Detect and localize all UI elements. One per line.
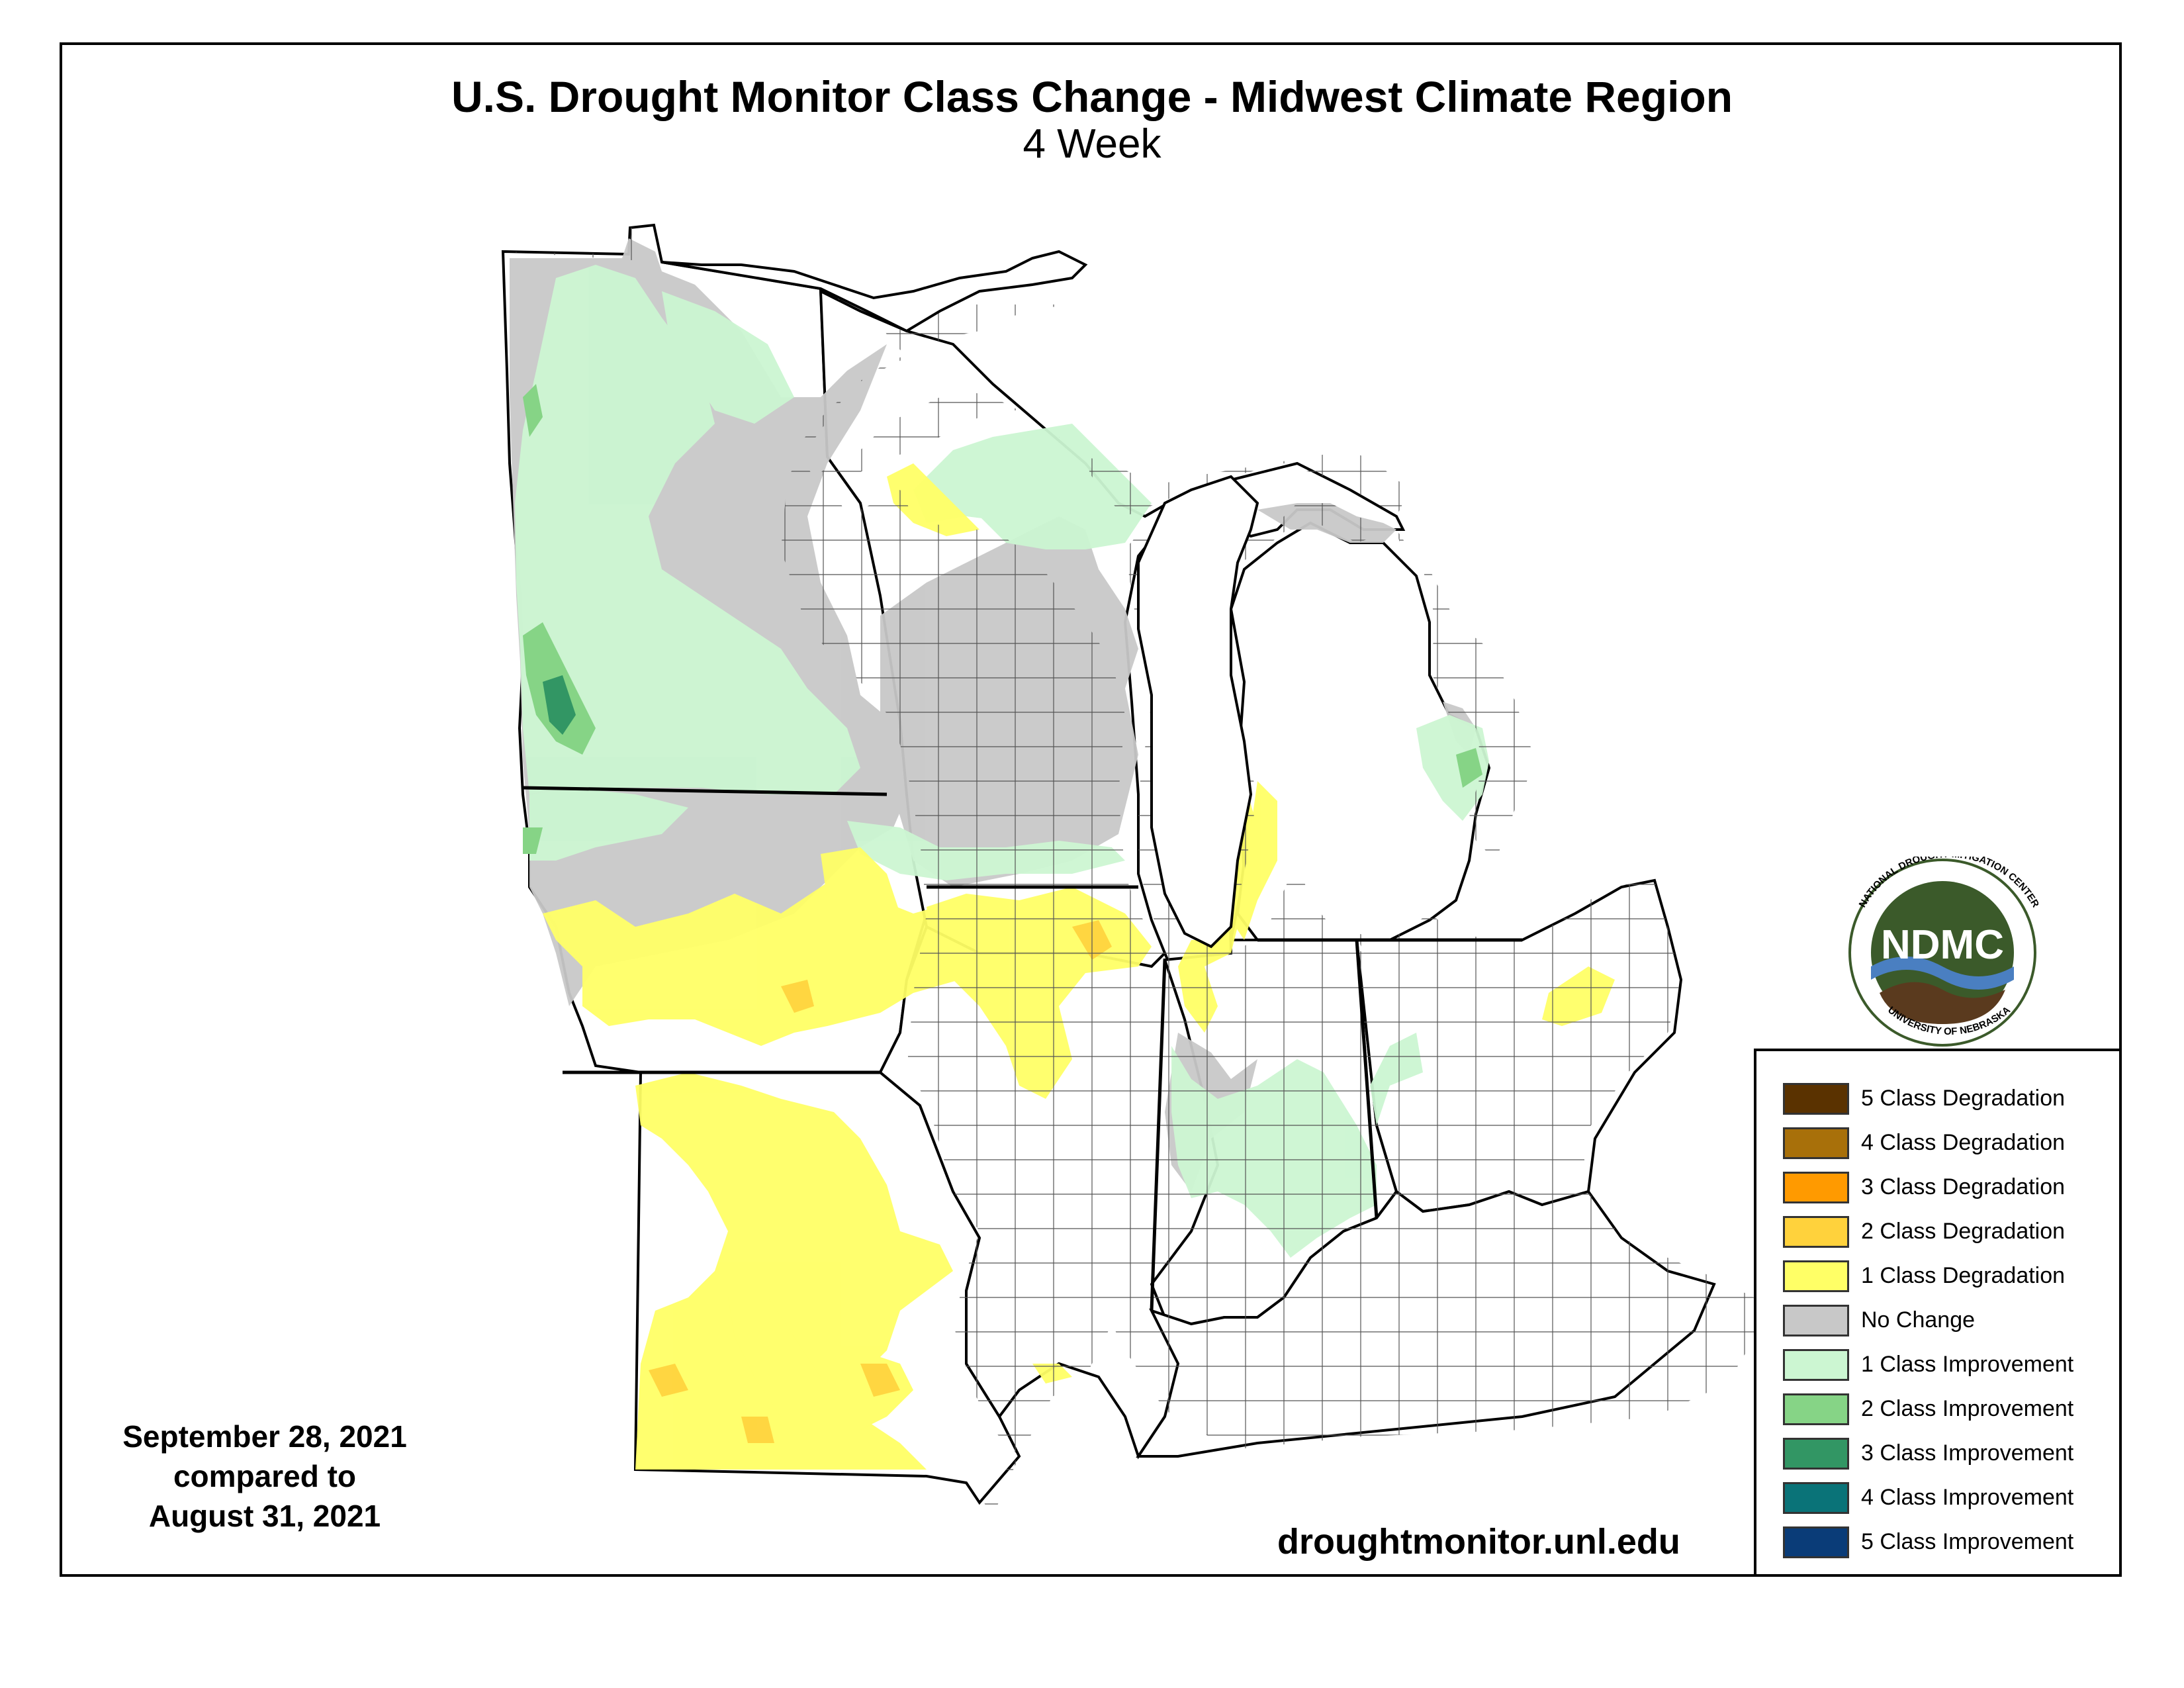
legend-swatch <box>1783 1438 1849 1470</box>
legend-label: 3 Class Degradation <box>1861 1174 2066 1199</box>
great-lakes <box>661 250 1259 949</box>
legend-swatch <box>1783 1305 1849 1336</box>
state-boundaries <box>522 786 1522 1311</box>
legend-swatch <box>1783 1216 1849 1248</box>
lake-michigan <box>1137 475 1259 949</box>
legend-item: 2 Class Degradation <box>1783 1213 2114 1250</box>
legend-label: 2 Class Degradation <box>1861 1219 2066 1244</box>
legend-label: 4 Class Improvement <box>1861 1485 2074 1510</box>
shading-three-class-improvement <box>543 675 576 735</box>
legend-label: No Change <box>1861 1307 1976 1333</box>
legend-swatch <box>1783 1260 1849 1292</box>
date-comparison: September 28, 2021 compared to August 31… <box>93 1417 437 1536</box>
legend-swatch <box>1783 1172 1849 1203</box>
legend-item: 3 Class Degradation <box>1783 1169 2114 1206</box>
legend-swatch <box>1783 1083 1849 1115</box>
legend-item: 3 Class Improvement <box>1783 1435 2114 1472</box>
legend-item: 5 Class Improvement <box>1783 1524 2114 1561</box>
legend-swatch <box>1783 1526 1849 1558</box>
legend-item: No Change <box>1783 1302 2114 1339</box>
legend-label: 5 Class Degradation <box>1861 1086 2066 1111</box>
ndmc-acronym: NDMC <box>1881 922 2004 968</box>
legend-swatch <box>1783 1349 1849 1381</box>
date-previous: August 31, 2021 <box>148 1499 381 1533</box>
date-current: September 28, 2021 <box>122 1419 407 1454</box>
lake-superior <box>661 250 1088 333</box>
legend-swatch <box>1783 1482 1849 1514</box>
legend-item: 5 Class Degradation <box>1783 1080 2114 1117</box>
ndmc-logo: NDMC NATIONAL DROUGHT MITIGATION CENTER … <box>1846 849 2041 1049</box>
legend-item: 1 Class Degradation <box>1783 1258 2114 1295</box>
legend-item: 1 Class Improvement <box>1783 1346 2114 1383</box>
shading-one-class-improvement <box>515 265 1489 1258</box>
legend-label: 4 Class Degradation <box>1861 1130 2066 1155</box>
legend: 5 Class Degradation 4 Class Degradation 3 … <box>1754 1049 2122 1577</box>
map-title: U.S. Drought Monitor Class Change - Midw… <box>451 72 1733 121</box>
legend-label: 2 Class Improvement <box>1861 1396 2074 1421</box>
map-subtitle: 4 Week <box>1023 121 1161 167</box>
ndmc-logo-graphic: NDMC NATIONAL DROUGHT MITIGATION CENTER … <box>1848 849 2041 1047</box>
legend-label: 5 Class Improvement <box>1861 1529 2074 1554</box>
legend-item: 2 Class Improvement <box>1783 1391 2114 1428</box>
legend-item: 4 Class Improvement <box>1783 1479 2114 1517</box>
legend-label: 1 Class Improvement <box>1861 1352 2074 1377</box>
date-compared-to: compared to <box>173 1459 357 1493</box>
source-url[interactable]: droughtmonitor.unl.edu <box>1277 1522 1680 1562</box>
legend-label: 1 Class Degradation <box>1861 1263 2066 1288</box>
shading-two-class-degradation <box>649 920 1112 1443</box>
legend-swatch <box>1783 1393 1849 1425</box>
legend-item: 4 Class Degradation <box>1783 1125 2114 1162</box>
legend-label: 3 Class Improvement <box>1861 1440 2074 1466</box>
legend-swatch <box>1783 1127 1849 1159</box>
